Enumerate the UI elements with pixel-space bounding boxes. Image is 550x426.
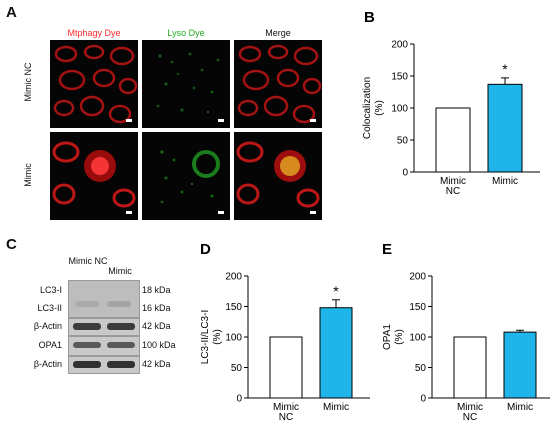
y-axis-label: OPA1 [382,324,393,350]
y-tick-label: 100 [409,333,426,344]
kda-lc3-ii: 16 kDa [142,303,171,313]
y-axis-label: (%) [374,100,385,116]
y-tick-label: 100 [225,333,242,344]
col-header-mtphagy: Mtphagy Dye [67,28,121,38]
blot-label-beta-actin: β-Actin [33,359,62,369]
col-header-lyso: Lyso Dye [167,28,205,38]
y-tick-label: 0 [402,168,408,179]
scale-bar [218,211,224,214]
row-label-mimic: Mimic [23,163,33,187]
bar [487,83,523,173]
blot-label-lc3-ii: LC3-II [37,303,62,313]
kda-beta-actin: 42 kDa [142,359,171,369]
scale-bar [126,211,132,214]
kda-lc3-i: 18 kDa [142,285,171,295]
scale-bar [310,211,316,214]
scale-bar [126,119,132,122]
x-tick-label: NC [279,412,293,423]
y-axis-label: (%) [212,329,223,345]
x-tick-label: NC [446,186,460,197]
row-label-mimic-nc: Mimic NC [23,62,33,102]
x-tick-label: Mimic [273,402,299,413]
x-tick-label: Mimic [457,402,483,413]
y-tick-label: 200 [409,272,426,283]
lane-label-mimic-nc: Mimic NC [68,256,108,266]
x-tick-label: Mimic [323,402,349,413]
y-axis-label: Colocalization [362,77,373,139]
blot-label-opa1: OPA1 [38,340,62,350]
bar [453,336,487,399]
y-axis-label: (%) [394,329,405,345]
micrograph-merge-mimic-nc [234,40,322,128]
y-tick-label: 0 [236,394,242,405]
y-tick-label: 50 [397,136,409,147]
y-tick-label: 150 [225,302,242,313]
panel-a-letter: A [6,4,17,21]
kda-opa1: 100 kDa [142,340,176,350]
scale-bar [310,119,316,122]
micrograph-lyso-mimic [142,132,230,220]
y-tick-label: 150 [409,302,426,313]
y-tick-label: 50 [231,363,243,374]
micrograph-lyso-mimic-nc [142,40,230,128]
scale-bar [218,119,224,122]
blot-label-beta-actin: β-Actin [33,321,62,331]
y-tick-label: 200 [391,40,408,51]
panel-letter: D [200,241,211,258]
panel-c-letter: C [6,236,17,253]
bar [319,307,353,399]
bar [269,336,303,399]
y-tick-label: 0 [420,394,426,405]
micrograph-mtphagy-mimic [50,132,138,220]
y-tick-label: 150 [391,72,408,83]
y-axis-label: LC3-II/LC3-I [200,310,211,364]
panel-letter: E [382,241,392,258]
panel-letter: B [364,9,375,26]
lane-label-mimic: Mimic [108,266,132,276]
y-tick-label: 50 [415,363,427,374]
y-tick-label: 100 [391,104,408,115]
bar [435,107,471,173]
x-tick-label: NC [463,412,477,423]
micrograph-mtphagy-mimic-nc [50,40,138,128]
significance-marker: * [333,283,339,299]
blot-lc3 [68,280,140,318]
micrograph-merge-mimic [234,132,322,220]
x-tick-label: Mimic [507,402,533,413]
bar [503,331,537,399]
significance-marker: * [502,61,508,77]
blot-label-lc3-i: LC3-I [39,285,62,295]
x-tick-label: Mimic [440,176,466,187]
blot-beta-actin-2 [68,356,140,374]
y-tick-label: 200 [225,272,242,283]
col-header-merge: Merge [265,28,291,38]
blot-beta-actin-1 [68,318,140,336]
blot-opa1 [68,336,140,356]
kda-beta-actin: 42 kDa [142,321,171,331]
x-tick-label: Mimic [492,176,518,187]
